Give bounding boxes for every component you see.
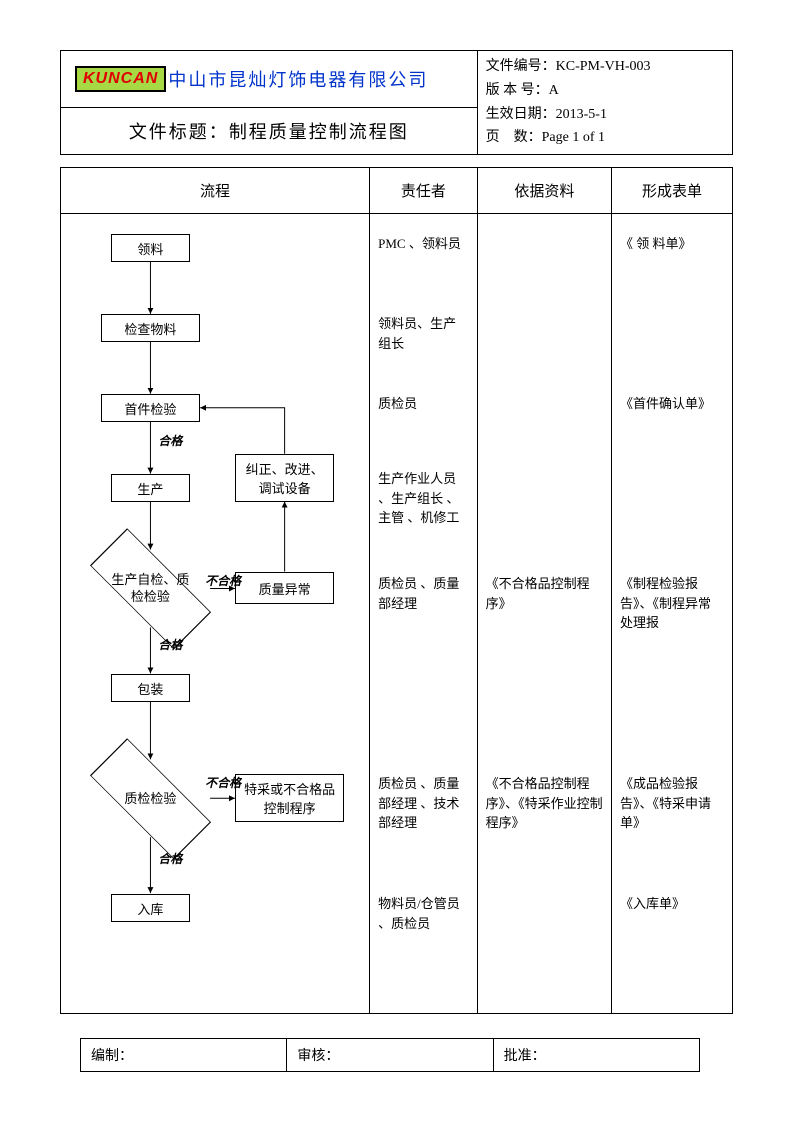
company-name: 中山市昆灿灯饰电器有限公司 — [168, 66, 428, 92]
col-header-ref: 依据资料 — [477, 168, 611, 214]
flow-node-n1: 领料 — [111, 234, 191, 262]
ref-cell-r5: 《不合格品控制程序》 — [486, 574, 603, 613]
title-label: 文件标题： — [129, 122, 229, 142]
resp-cell-r5: 质检员 、质量部经理 — [378, 574, 469, 613]
doc-no: KC-PM-VH-003 — [556, 59, 651, 74]
version-label: 版 本 号： — [486, 83, 549, 98]
flow-label-l4: 不合格 — [205, 774, 241, 791]
flow-decision-n7: 质检检验 — [101, 764, 200, 834]
resp-cell-r4: 生产作业人员 、生产组长 、主管 、机修工 — [378, 469, 469, 528]
date: 2013-5-1 — [556, 107, 607, 122]
flow-label-l3: 合格 — [158, 636, 182, 653]
flow-label-l1: 合格 — [158, 432, 182, 449]
resp-cell: PMC 、领料员领料员、生产组长质检员生产作业人员 、生产组长 、主管 、机修工… — [370, 214, 478, 1014]
resp-cell-r3: 质检员 — [378, 394, 469, 414]
flowchart-cell: 领料检查物料首件检验生产生产自检、质检检验包装质检检验入库 纠正、改进、调试设备质… — [61, 214, 370, 1014]
document-title-row: 文件标题：制程质量控制流程图 — [61, 108, 478, 155]
flow-node-s2: 质量异常 — [235, 572, 334, 604]
flow-decision-n5: 生产自检、质检检验 — [101, 554, 200, 624]
flow-label-l5: 合格 — [158, 850, 182, 867]
ref-cell: 《不合格品控制程序》《不合格品控制程序》、《特采作业控制程序》 — [477, 214, 611, 1014]
title-value: 制程质量控制流程图 — [229, 122, 409, 142]
form-cell-r3: 《首件确认单》 — [620, 394, 724, 414]
form-cell-r1: 《 领 料单》 — [620, 234, 724, 254]
col-header-resp: 责任者 — [370, 168, 478, 214]
prepared-by: 编制： — [81, 1039, 287, 1072]
form-cell-r8: 《入库单》 — [620, 894, 724, 914]
flow-node-s1: 纠正、改进、调试设备 — [235, 454, 334, 502]
ref-cell-r7: 《不合格品控制程序》、《特采作业控制程序》 — [486, 774, 603, 833]
company-logo: KUNCAN — [75, 66, 166, 92]
date-label: 生效日期： — [486, 107, 556, 122]
col-header-form: 形成表单 — [612, 168, 733, 214]
flow-node-n2: 检查物料 — [101, 314, 200, 342]
form-cell-r7: 《成品检验报告》、《特采申请单》 — [620, 774, 724, 833]
version: A — [549, 83, 559, 98]
document-meta: 文件编号：KC-PM-VH-003 版 本 号：A 生效日期：2013-5-1 … — [477, 51, 732, 155]
document-header: KUNCAN 中山市昆灿灯饰电器有限公司 文件编号：KC-PM-VH-003 版… — [60, 50, 733, 155]
resp-cell-r7: 质检员 、质量部经理 、技术部经理 — [378, 774, 469, 833]
resp-cell-r8: 物料员/仓管员 、质检员 — [378, 894, 469, 933]
page-value: Page 1 of 1 — [542, 130, 605, 145]
doc-no-label: 文件编号： — [486, 59, 556, 74]
reviewed-by: 审核： — [287, 1039, 493, 1072]
page-label: 页 数： — [486, 130, 542, 145]
main-table: 流程 责任者 依据资料 形成表单 领料检查物料首件检验生产生产自检、质检检验包装… — [60, 167, 733, 1014]
col-header-flow: 流程 — [61, 168, 370, 214]
flow-node-s3: 特采或不合格品控制程序 — [235, 774, 344, 822]
flow-node-n8: 入库 — [111, 894, 191, 922]
resp-cell-r1: PMC 、领料员 — [378, 234, 469, 254]
signature-table: 编制： 审核： 批准： — [80, 1038, 700, 1072]
flow-node-n3: 首件检验 — [101, 394, 200, 422]
flow-node-n6: 包装 — [111, 674, 191, 702]
approved-by: 批准： — [493, 1039, 699, 1072]
flow-label-l2: 不合格 — [205, 572, 241, 589]
flow-node-n4: 生产 — [111, 474, 191, 502]
resp-cell-r2: 领料员、生产组长 — [378, 314, 469, 353]
form-cell: 《 领 料单》《首件确认单》《制程检验报告》、《制程异常处理报《成品检验报告》、… — [612, 214, 733, 1014]
form-cell-r5: 《制程检验报告》、《制程异常处理报 — [620, 574, 724, 633]
